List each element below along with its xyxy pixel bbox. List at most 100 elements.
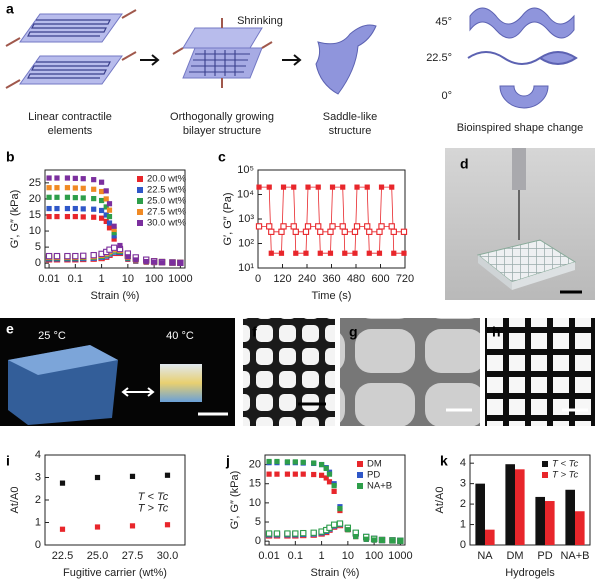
ribbon-0 (499, 85, 549, 109)
marker (72, 213, 78, 220)
y-tick-label: 10¹ (238, 262, 254, 274)
marker (80, 214, 86, 220)
marker (106, 225, 113, 231)
marker (91, 206, 97, 212)
y-tick-label: 10³ (238, 213, 254, 225)
loss-marker (273, 530, 281, 537)
loss-marker (327, 228, 334, 235)
marker (80, 206, 86, 212)
marker (266, 471, 272, 477)
marker (366, 250, 372, 256)
ribbon-45 (469, 7, 575, 39)
y-tick-label: 10⁵ (237, 164, 254, 176)
marker (64, 194, 71, 200)
y-tick-label: 1 (460, 518, 466, 530)
loss-marker (80, 252, 87, 259)
y-tick-label: 0 (255, 535, 261, 547)
marker (64, 175, 71, 181)
bar (515, 469, 525, 545)
x-tick-label: 0.1 (68, 273, 83, 285)
layer (182, 27, 263, 49)
marker (106, 201, 113, 207)
bar (565, 489, 575, 545)
bar (575, 511, 585, 545)
loss-marker (292, 228, 299, 235)
arrow (121, 387, 155, 397)
y-axis-label: At/A0 (9, 487, 21, 514)
loss-marker (284, 530, 291, 537)
arrow (140, 54, 160, 66)
layer (182, 47, 263, 79)
loss-marker (341, 228, 348, 235)
marker (94, 524, 101, 530)
marker (266, 184, 272, 190)
force-arrow (5, 9, 137, 89)
marker (352, 250, 358, 256)
diagram-a: Shrinking 45° 22.5° 0° Linear contractil… (5, 7, 583, 137)
marker (300, 459, 306, 465)
marker (291, 184, 297, 190)
panel-label: d (460, 156, 469, 172)
panel-label: f (252, 324, 257, 340)
marker (125, 254, 131, 260)
marker (106, 207, 113, 213)
legend-swatch (137, 187, 143, 193)
marker (345, 527, 351, 533)
loss-marker (292, 530, 299, 537)
filament (27, 19, 111, 37)
loss-marker (265, 530, 273, 537)
marker (54, 213, 60, 220)
legend-label: 30.0 wt% (147, 218, 187, 229)
x-axis-label: Hydrogels (505, 567, 555, 579)
x-tick-label: NA+B (560, 550, 589, 562)
marker (46, 175, 52, 181)
x-tick-label: 22.5 (52, 550, 73, 562)
legend-swatch (137, 209, 143, 215)
marker (323, 465, 329, 472)
x-tick-label: 1 (99, 273, 105, 285)
caption: Saddle-like (323, 111, 377, 123)
marker (317, 250, 323, 256)
loss-marker (310, 529, 317, 536)
marker (46, 185, 52, 191)
y-tick-label: 2 (35, 494, 41, 506)
marker (256, 184, 262, 190)
gel-block (160, 364, 202, 402)
marker (391, 250, 397, 256)
legend-label: T > Tc (552, 470, 579, 481)
marker (323, 475, 329, 481)
annotation: Shrinking (237, 15, 283, 27)
marker (164, 522, 171, 528)
x-tick-label: 0.01 (258, 550, 279, 562)
panel-label: e (6, 321, 14, 337)
marker (331, 483, 337, 489)
marker (111, 226, 117, 233)
force-arrow (172, 18, 273, 88)
caption: Linear contractile (28, 111, 112, 123)
x-tick-label: 0 (255, 273, 261, 285)
loss-marker (255, 223, 263, 230)
marker (72, 195, 78, 201)
photo-g (340, 318, 480, 426)
marker (318, 472, 325, 478)
saddle (315, 24, 377, 95)
lattice-side (512, 262, 575, 290)
marker (103, 218, 109, 225)
ribbon-22 (467, 51, 578, 65)
marker (292, 459, 298, 465)
y-tick-label: 5 (255, 516, 261, 528)
x-tick-label: 600 (371, 273, 389, 285)
loss-marker (400, 228, 408, 235)
y-tick-label: 0 (460, 539, 466, 551)
loss-marker (378, 223, 385, 230)
gel-top (8, 345, 118, 375)
marker (353, 533, 359, 540)
loss-marker (64, 252, 71, 260)
marker (54, 185, 60, 191)
marker (300, 471, 306, 477)
marker (129, 523, 136, 529)
bar (475, 483, 485, 545)
filament (27, 61, 111, 79)
x-tick-label: 1000 (388, 550, 412, 562)
loss-marker (290, 223, 297, 230)
